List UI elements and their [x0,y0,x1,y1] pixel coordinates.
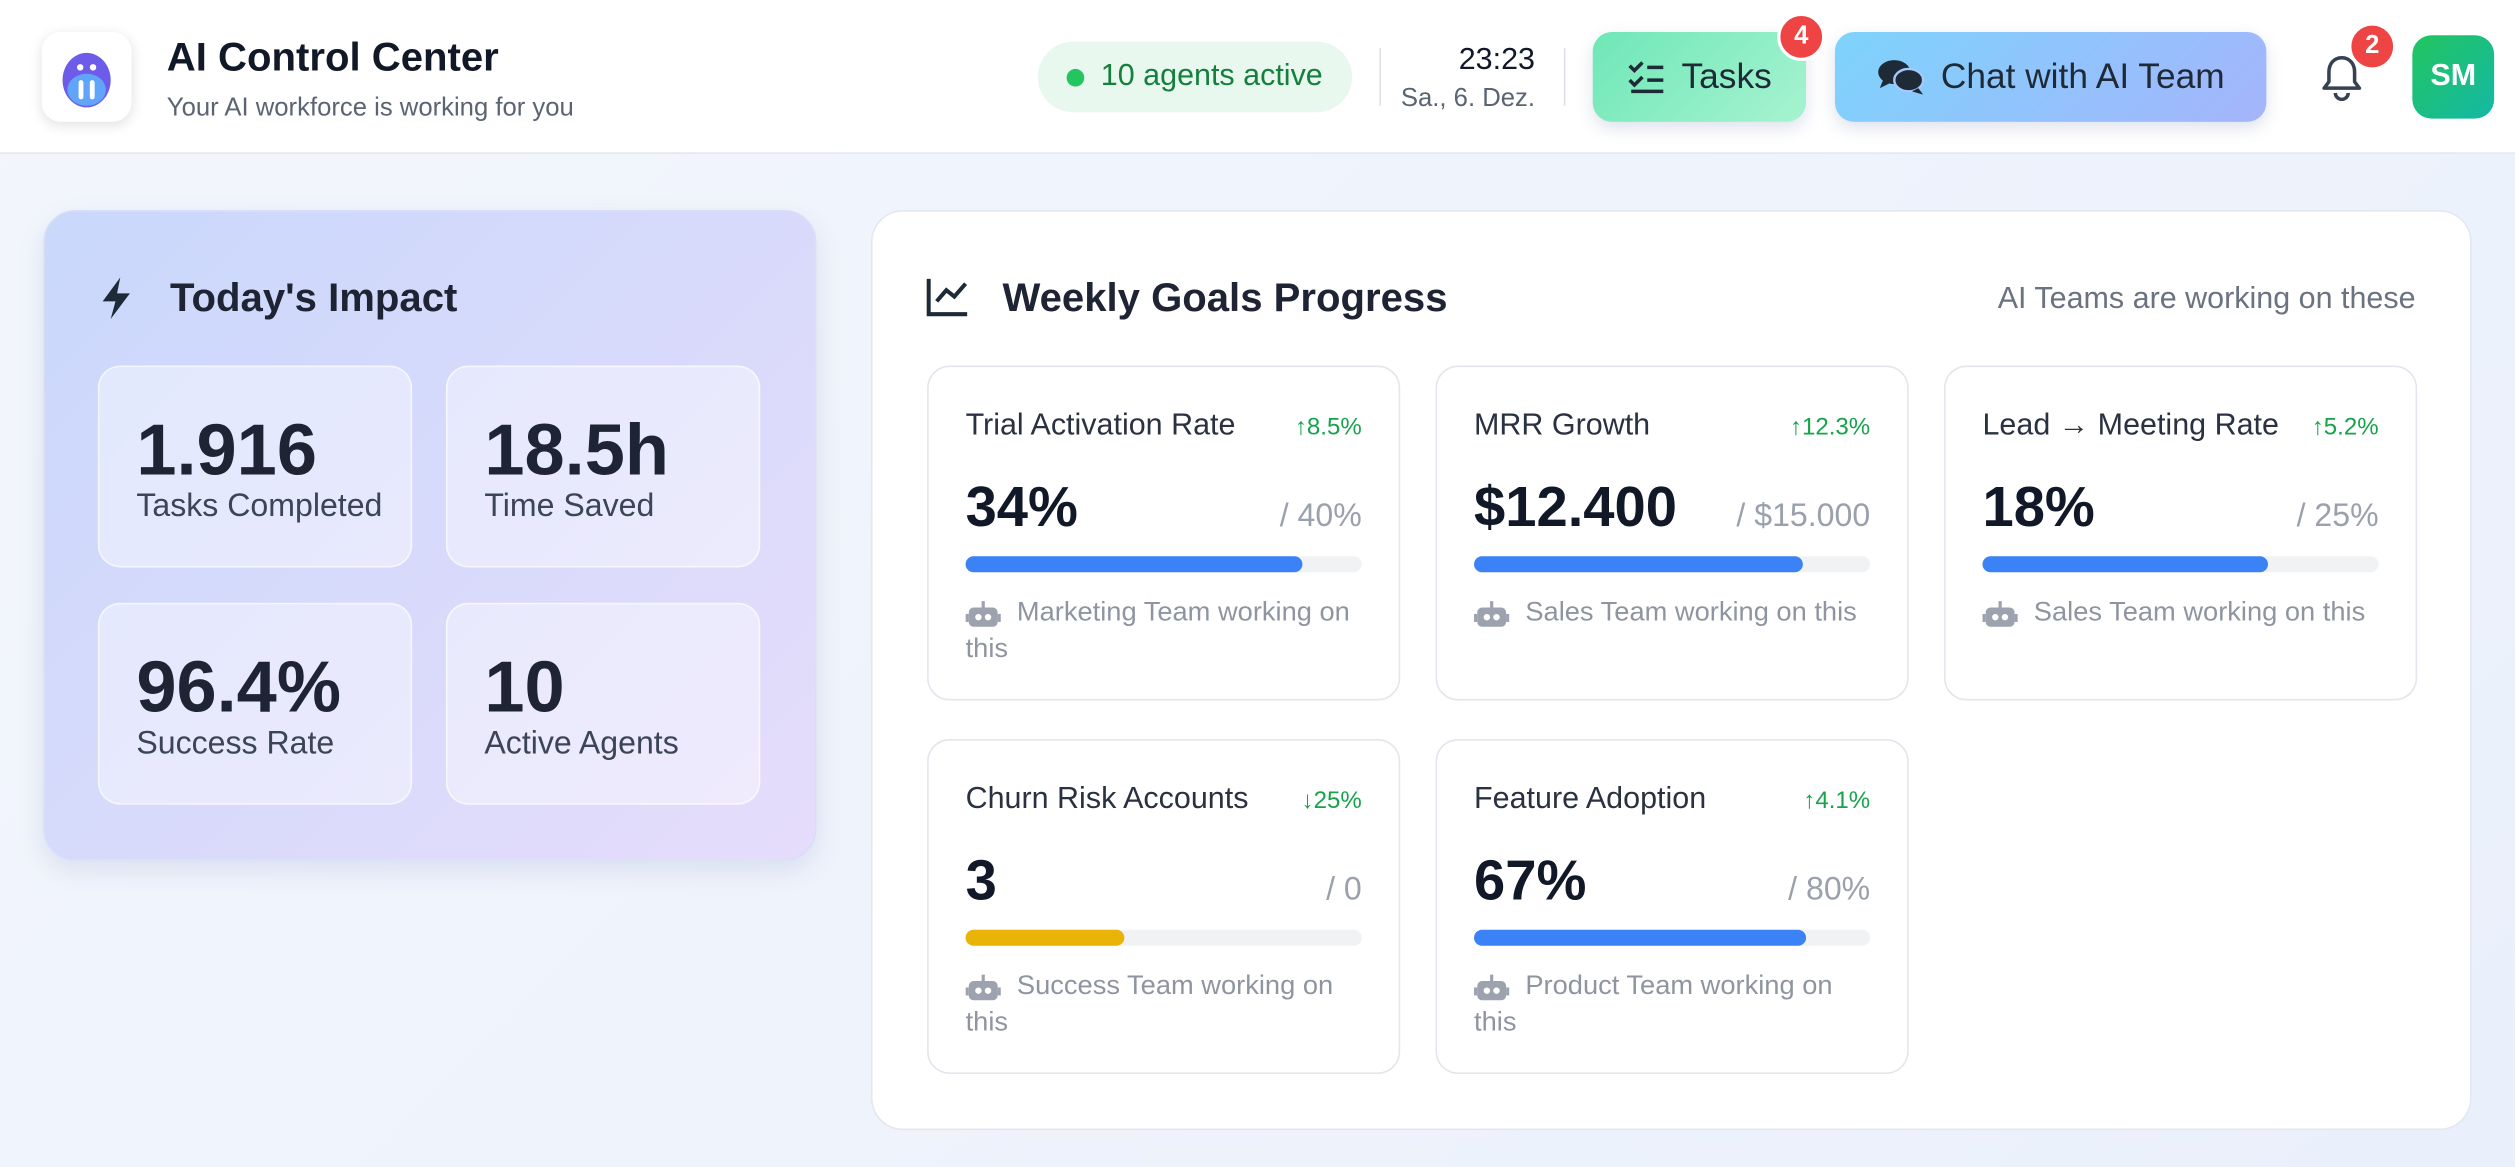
chat-label: Chat with AI Team [1940,56,2225,97]
chart-icon [926,278,968,317]
progress-track [1474,556,1871,573]
status-pill: 10 agents active [1037,41,1353,113]
logo-icon [62,52,111,108]
goal-team: Sales Team working on this [1525,596,1857,627]
clock-date: Sa., 6. Dez. [1400,84,1535,113]
stat-value: 18.5h [484,408,669,491]
bolt-icon [102,277,130,319]
tasks-icon [1628,61,1664,94]
goal-card: Trial Activation Rate ↑8.5% 34% / 40% Market… [927,365,1401,701]
goal-card: Feature Adoption ↑4.1% 67% / 80% Product Tea… [1435,738,1909,1075]
avatar[interactable]: SM [2412,35,2495,119]
robot-icon [965,973,1001,1010]
chat-button[interactable]: Chat with AI Team [1834,32,2267,122]
goal-value: $12.400 [1474,476,1677,539]
goal-team: Marketing Team working on this [965,596,1350,664]
progress-track [965,929,1362,946]
progress-track [1474,929,1871,946]
stat-value: 96.4% [136,646,342,728]
robot-icon [1474,973,1510,1010]
goals-title: Weekly Goals Progress [1002,275,1448,321]
stat-label: Time Saved [484,488,655,525]
goal-change: ↓25% [1301,787,1362,815]
goal-card: MRR Growth ↑12.3% $12.400 / $15.000 Sales Te… [1435,365,1909,701]
robot-icon [965,600,1001,637]
status-text: 10 agents active [1100,59,1323,93]
progress-track [965,556,1362,573]
stat-tile: 10 Active Agents [445,602,761,805]
tasks-badge: 4 [1777,12,1826,61]
progress-fill [1474,556,1803,573]
progress-fill [1474,929,1807,946]
robot-icon [1474,600,1510,637]
stat-value: 10 [484,646,565,728]
goal-card: Churn Risk Accounts ↓25% 3 / 0 Success Team … [927,738,1401,1075]
goals-subtitle: AI Teams are working on these [1997,282,2416,316]
goal-target: / 25% [2296,498,2379,534]
goal-team: Product Team working on this [1474,969,1833,1038]
stat-tile: 96.4% Success Rate [97,602,413,805]
tasks-button[interactable]: Tasks [1592,32,1807,122]
progress-fill [1982,556,2268,573]
progress-track [1982,556,2379,573]
goal-value: 18% [1982,476,2095,539]
goal-target: / $15.000 [1736,498,1871,534]
goal-name: Trial Activation Rate [965,408,1236,443]
app-subtitle: Your AI workforce is working for you [166,94,574,122]
status-dot [1067,68,1085,86]
divider [1379,48,1382,106]
logo [41,32,132,122]
divider [1563,48,1566,106]
app-title: AI Control Center [166,35,499,81]
stat-label: Active Agents [484,726,679,762]
header: AI Control Center Your AI workforce is w… [0,0,2515,154]
goal-value: 3 [965,849,997,913]
robot-icon [1982,600,2018,637]
goal-change: ↑8.5% [1294,413,1362,441]
goal-name: Feature Adoption [1474,782,1707,816]
progress-fill [965,556,1303,573]
goal-value: 34% [965,476,1078,539]
stat-label: Success Rate [136,726,335,762]
progress-fill [965,929,1125,946]
goal-team: Sales Team working on this [2033,596,2366,627]
goal-name: Lead → Meeting Rate [1982,408,2279,443]
impact-title: Today's Impact [170,275,458,321]
stat-label: Tasks Completed [136,488,383,525]
goal-name: MRR Growth [1474,408,1651,443]
notifications-bell[interactable] [2319,53,2364,101]
impact-panel: Today's Impact 1.916 Tasks Completed 18.5h… [43,209,817,861]
stat-tile: 1.916 Tasks Completed [97,365,413,568]
goal-card: Lead → Meeting Rate ↑5.2% 18% / 25% Sales Te… [1943,365,2418,701]
goal-value: 67% [1474,849,1587,913]
chat-icon [1878,60,1925,95]
goal-name: Churn Risk Accounts [965,782,1249,816]
goals-panel: Weekly Goals Progress AI Teams are worki… [870,209,2472,1131]
goal-team: Success Team working on this [965,969,1334,1038]
clock-time: 23:23 [1458,43,1535,77]
goal-change: ↑4.1% [1803,787,1871,815]
goal-target: / 40% [1279,498,1362,534]
goal-change: ↑12.3% [1789,413,1871,441]
stat-tile: 18.5h Time Saved [445,365,761,568]
goal-change: ↑5.2% [2311,413,2379,441]
notifications-badge: 2 [2348,22,2397,71]
goal-target: / 0 [1326,872,1362,908]
goal-target: / 80% [1788,872,1871,908]
stat-value: 1.916 [136,408,317,491]
tasks-label: Tasks [1681,56,1772,97]
